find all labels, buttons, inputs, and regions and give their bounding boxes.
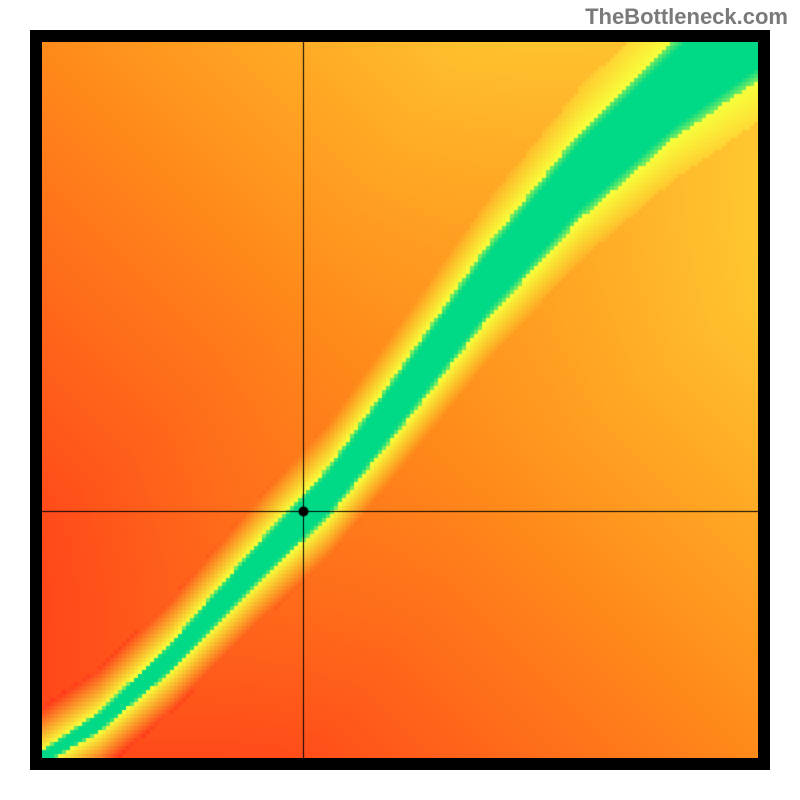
chart-container: TheBottleneck.com [0,0,800,800]
bottleneck-heatmap [42,42,758,758]
watermark-text: TheBottleneck.com [585,4,788,30]
chart-black-frame [30,30,770,770]
